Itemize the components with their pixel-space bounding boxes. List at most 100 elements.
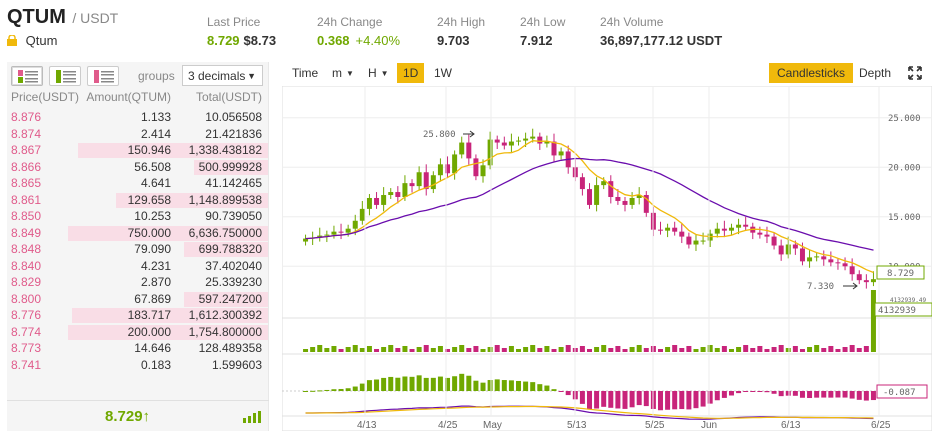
volume-bar — [473, 346, 479, 352]
candle-body — [359, 208, 365, 221]
view-asks-button[interactable] — [87, 66, 119, 86]
candle-body — [835, 262, 841, 264]
order-row[interactable]: 8.874 2.414 21.421836 — [7, 126, 268, 143]
candle-body — [437, 164, 443, 176]
candle-body — [828, 259, 834, 263]
candle-body — [487, 139, 493, 166]
order-row[interactable]: 8.840 4.231 37.402040 — [7, 258, 268, 275]
candle-body — [544, 141, 550, 144]
volume-bar — [736, 347, 742, 352]
volume-bar — [452, 347, 458, 352]
volume-bar — [785, 348, 791, 352]
coin-info-link[interactable]: Qtum — [7, 33, 57, 48]
order-row[interactable]: 8.865 4.641 41.142465 — [7, 175, 268, 192]
depth-bar — [68, 324, 268, 340]
macd-bar — [608, 391, 614, 408]
volume-bar — [494, 345, 500, 352]
volume-bar — [835, 349, 841, 352]
order-row[interactable]: 8.876 1.133 10.056508 — [7, 109, 268, 126]
order-row[interactable]: 8.867 150.946 1,338.438182 — [7, 142, 268, 159]
date-tick: Jun — [701, 420, 717, 431]
volume-bar — [672, 345, 678, 352]
volume-bar — [856, 348, 862, 352]
volume-bar — [409, 349, 415, 352]
candle-body — [317, 235, 323, 238]
interval-1d-button[interactable]: 1D — [397, 63, 425, 83]
order-total: 1,612.300392 — [188, 308, 262, 322]
candle-body — [594, 185, 600, 205]
depth-bar — [116, 192, 268, 208]
order-price: 8.840 — [11, 258, 42, 273]
candle-body — [792, 244, 798, 249]
order-price: 8.849 — [11, 225, 42, 240]
order-row[interactable]: 8.850 10.253 90.739050 — [7, 208, 268, 225]
order-row[interactable]: 8.829 2.870 25.339230 — [7, 274, 268, 291]
volume-bar — [466, 348, 472, 352]
coin-info-icon — [7, 34, 17, 46]
order-row[interactable]: 8.774 200.000 1,754.800000 — [7, 324, 268, 341]
date-axis: 4/13 4/25 May 5/13 5/25 Jun 6/13 6/25 — [357, 86, 891, 431]
order-row[interactable]: 8.773 14.646 128.489358 — [7, 340, 268, 357]
col-price: Price(USDT) — [11, 90, 79, 104]
candle-body — [516, 140, 522, 142]
macd-bar — [601, 391, 607, 407]
view-bids-button[interactable] — [49, 66, 81, 86]
candle-body — [757, 232, 763, 235]
last-price-display: 8.729↑ — [105, 408, 150, 425]
order-row[interactable]: 8.741 0.183 1.599603 — [7, 357, 268, 374]
hour-dropdown[interactable]: H ▼ — [362, 63, 395, 83]
candlesticks-button[interactable]: Candlesticks — [769, 63, 854, 83]
candle-body — [700, 240, 706, 242]
candle-body — [849, 266, 855, 275]
macd-bar — [778, 391, 784, 397]
candle-body — [856, 274, 862, 281]
volume-bar — [480, 349, 486, 352]
fullscreen-icon[interactable] — [908, 66, 922, 80]
interval-1w-button[interactable]: 1W — [434, 66, 452, 80]
groups-value: 3 decimals — [188, 69, 246, 83]
order-row[interactable]: 8.861 129.658 1,148.899538 — [7, 192, 268, 209]
order-book-header: Price(USDT) Amount(QTUM) Total(USDT) — [7, 90, 268, 109]
change-value: 0.368 — [317, 33, 350, 48]
volume-layer — [303, 290, 876, 352]
volume-bar — [849, 345, 855, 352]
order-row[interactable]: 8.776 183.717 1,612.300392 — [7, 307, 268, 324]
order-row[interactable]: 8.849 750.000 6,636.750000 — [7, 225, 268, 242]
macd-bar — [551, 389, 557, 391]
macd-bar — [338, 388, 344, 391]
order-row[interactable]: 8.848 79.090 699.788320 — [7, 241, 268, 258]
depth-bar — [68, 225, 268, 241]
volume-bar — [523, 347, 529, 352]
macd-bar — [324, 389, 330, 391]
depth-button[interactable]: Depth — [859, 66, 892, 80]
candle-body — [686, 236, 692, 245]
order-total: 37.402040 — [205, 258, 262, 273]
macd-bar — [544, 385, 550, 391]
volume-bar — [430, 348, 436, 352]
macd-bar — [445, 377, 451, 391]
view-both-button[interactable] — [11, 66, 43, 86]
order-amount: 67.869 — [134, 291, 171, 306]
macd-bar — [523, 381, 529, 391]
order-price: 8.774 — [11, 324, 42, 339]
high-annotation: 25.800 — [423, 130, 456, 140]
volume-bar — [721, 346, 727, 352]
macd-bar — [622, 391, 628, 409]
order-total: 699.788320 — [198, 242, 262, 256]
volume-bar — [359, 348, 365, 352]
order-total: 597.247200 — [198, 291, 262, 306]
macd-bar — [594, 391, 600, 409]
macd-bar — [501, 380, 507, 391]
volume-bar — [700, 347, 706, 352]
time-button[interactable]: Time — [292, 66, 319, 80]
minute-dropdown[interactable]: m ▼ — [326, 63, 360, 83]
volume-bar — [799, 349, 805, 352]
macd-bar — [366, 380, 372, 391]
signal-line — [305, 405, 874, 419]
order-row[interactable]: 8.800 67.869 597.247200 — [7, 291, 268, 308]
order-total: 25.339230 — [205, 275, 262, 289]
col-amount: Amount(QTUM) — [86, 90, 171, 104]
groups-select[interactable]: 3 decimals ▼ — [182, 65, 263, 86]
order-row[interactable]: 8.866 56.508 500.999928 — [7, 159, 268, 176]
